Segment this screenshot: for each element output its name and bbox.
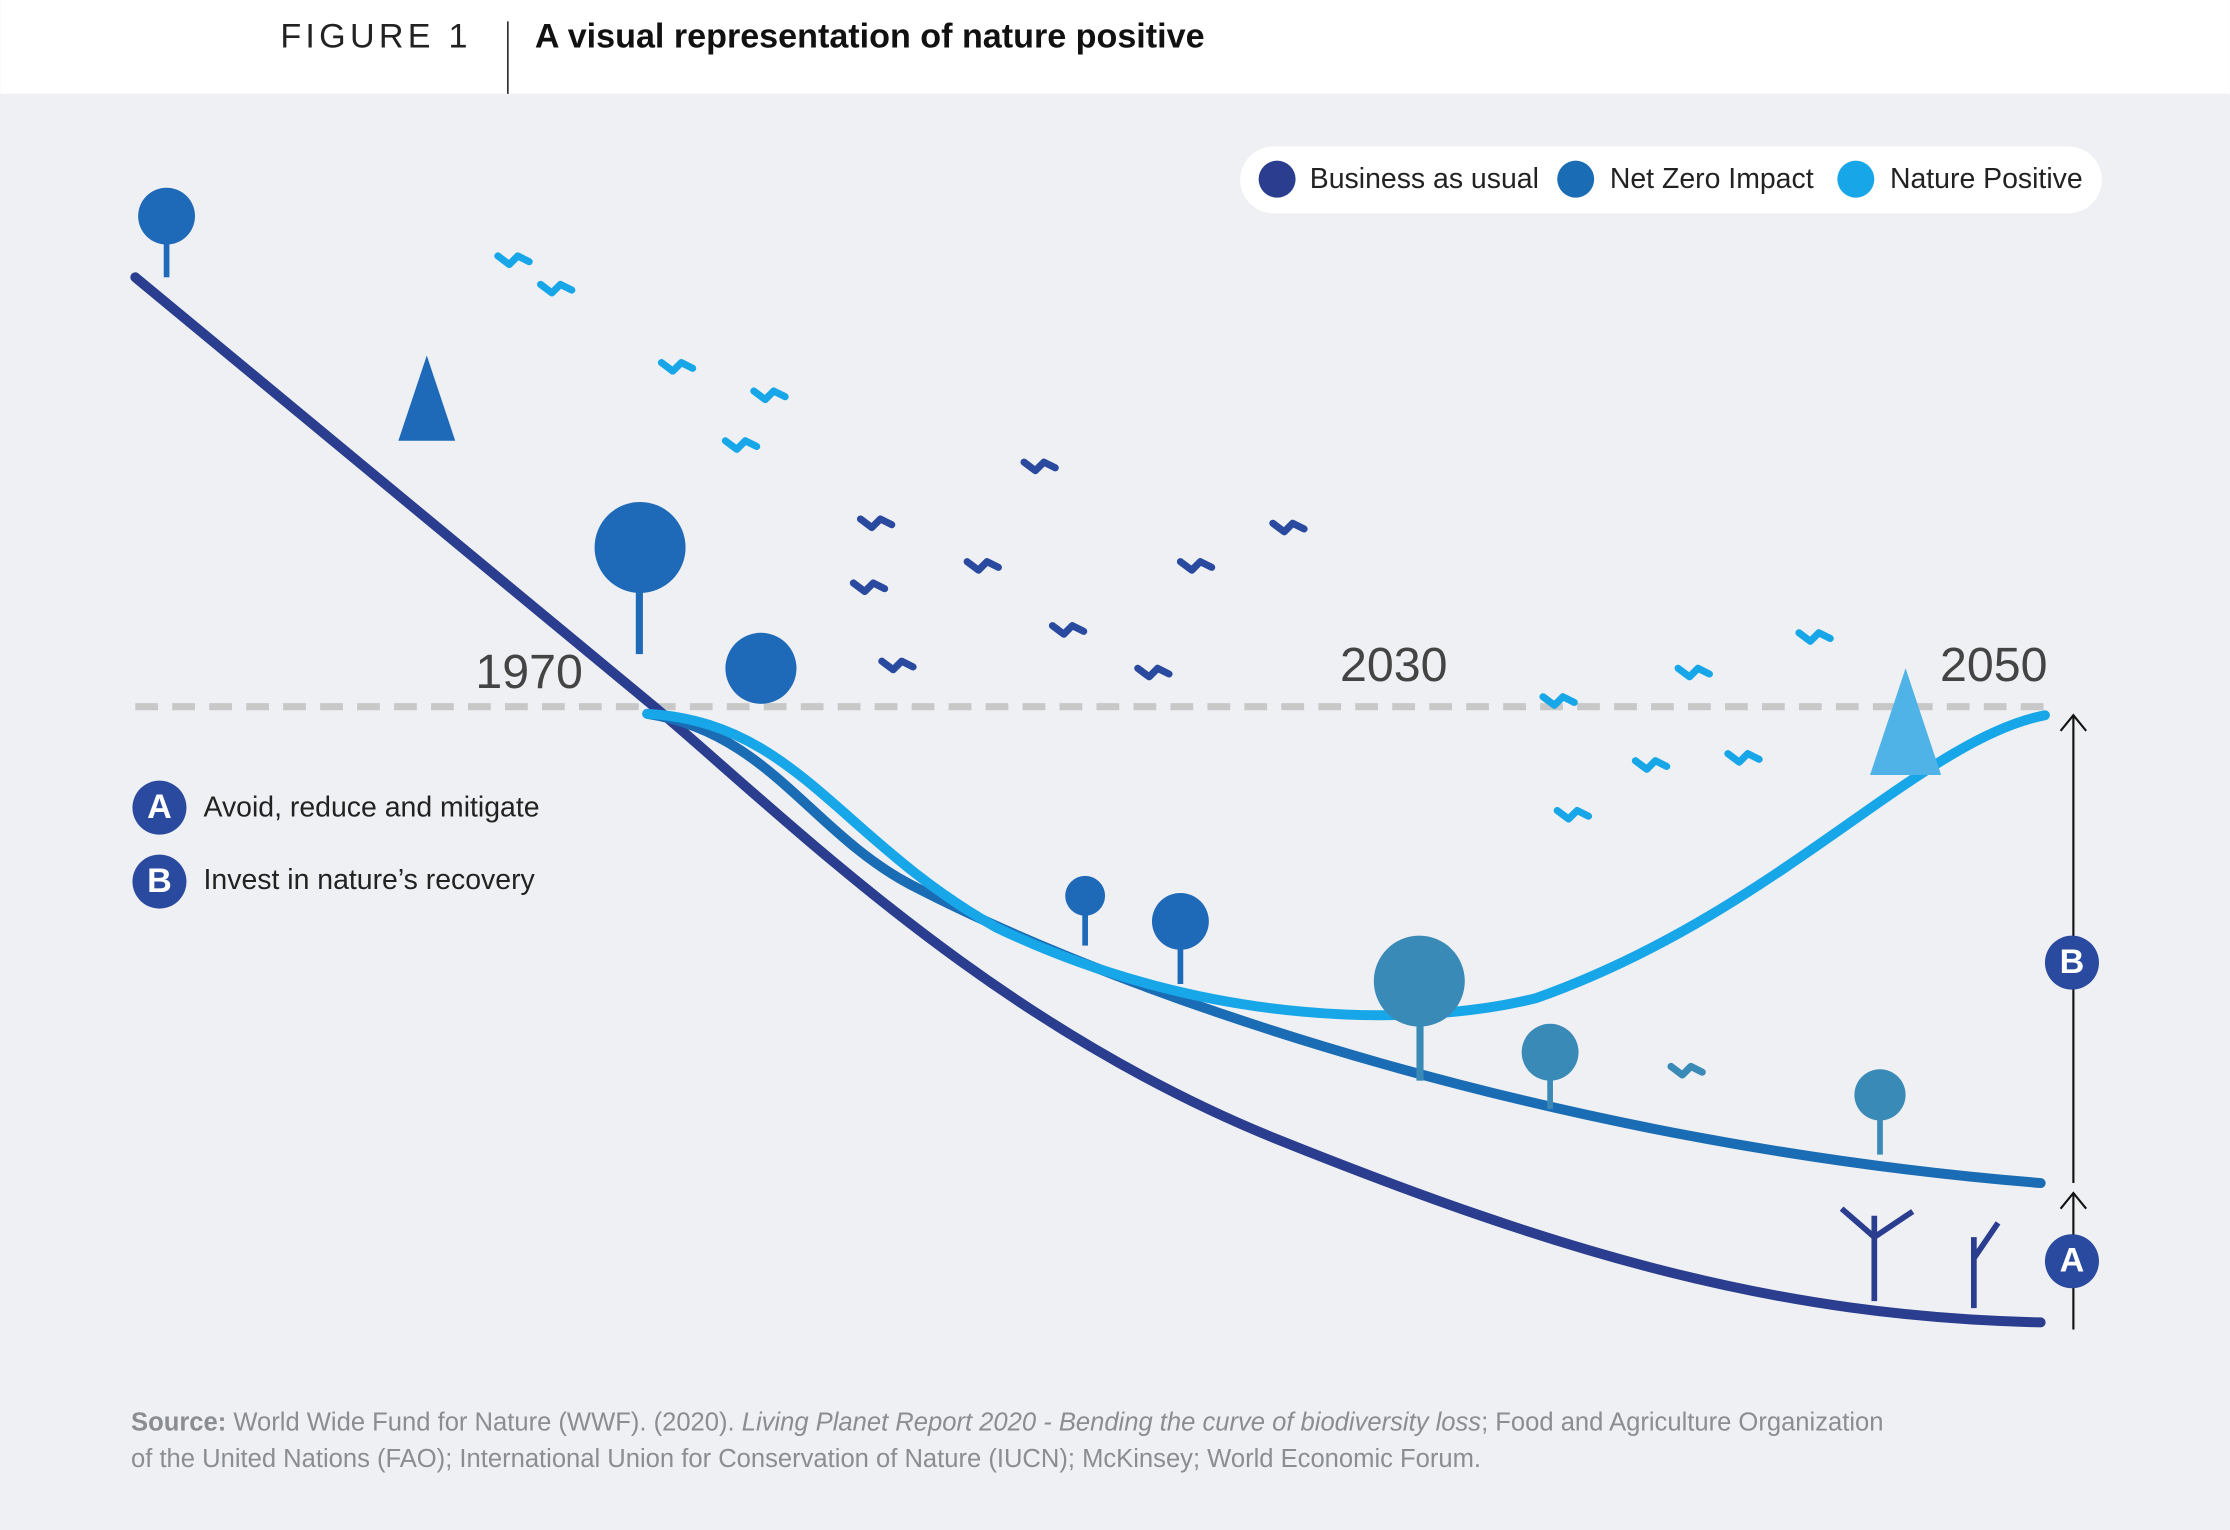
tree <box>138 187 196 245</box>
tree <box>635 568 643 655</box>
source-title: Living Planet Report 2020 - Bending the … <box>742 1408 1482 1436</box>
year-label: 2030 <box>1340 638 1448 692</box>
legend-swatch <box>1837 160 1875 198</box>
marker-badge <box>2044 1234 2099 1289</box>
marker-badge <box>132 854 187 909</box>
marker-letter: A <box>147 788 172 826</box>
marker-badge <box>2044 935 2099 990</box>
tree <box>1870 668 1942 775</box>
tree <box>725 632 797 704</box>
figure-label: FIGURE 1 <box>280 17 471 55</box>
tree <box>1151 892 1209 950</box>
bird <box>1020 458 1059 475</box>
legend-label: Business as usual <box>1310 163 1539 195</box>
tree <box>1521 1023 1579 1081</box>
year-label: 2050 <box>1940 638 2048 692</box>
marker-label: Avoid, reduce and mitigate <box>204 792 540 824</box>
marker-label: Invest in nature’s recovery <box>204 864 536 896</box>
tree <box>1854 1069 1906 1121</box>
legend-swatch <box>1557 160 1595 198</box>
decoration-trees <box>138 187 2001 1309</box>
source-text: ; Food and Agriculture Organization <box>1481 1408 1883 1436</box>
tree <box>398 355 456 441</box>
marker-badge <box>132 780 187 835</box>
tree <box>1547 1066 1553 1110</box>
bird <box>536 280 576 297</box>
arrow-head <box>2059 713 2088 732</box>
bird <box>657 359 697 375</box>
tree <box>163 227 170 278</box>
arrow-head <box>2059 1191 2088 1210</box>
tree <box>1416 1009 1424 1081</box>
marker-letter: B <box>147 862 172 900</box>
tree <box>1373 935 1465 1027</box>
business-as-usual-curve <box>130 272 2046 1328</box>
bird <box>1724 750 1763 766</box>
bird <box>1795 629 1834 645</box>
year-label: 1970 <box>475 645 583 699</box>
bird <box>1048 622 1088 638</box>
marker-letter: A <box>2060 1242 2085 1280</box>
tree <box>1065 875 1106 916</box>
bird <box>1553 806 1593 823</box>
tree <box>1877 1109 1883 1155</box>
bird <box>1176 558 1216 574</box>
bird <box>849 579 889 596</box>
figure-title: A visual representation of nature positi… <box>535 17 1205 55</box>
bird <box>750 387 789 404</box>
legend-swatch <box>1258 160 1296 198</box>
legend-box <box>1240 146 2102 214</box>
nature-positive-curve <box>642 708 2050 1021</box>
bird <box>1539 693 1578 709</box>
decoration-birds <box>494 252 1834 1079</box>
legend-label: Nature Positive <box>1890 163 2083 195</box>
source-line: of the United Nations (FAO); Internation… <box>131 1445 1481 1473</box>
bird <box>1674 664 1713 681</box>
bird <box>721 437 761 453</box>
dead-tree <box>1839 1206 2001 1309</box>
tree <box>594 501 686 593</box>
source-label: Source: <box>131 1408 226 1436</box>
tree <box>1177 938 1184 984</box>
bird <box>1134 664 1173 681</box>
bird <box>1631 757 1671 773</box>
header-band <box>0 0 2230 94</box>
bird <box>1667 1062 1706 1079</box>
bird <box>856 515 896 532</box>
source-line: Source: World Wide Fund for Nature (WWF)… <box>131 1408 1883 1436</box>
bird <box>1269 519 1308 536</box>
tree <box>1082 910 1088 946</box>
marker-letter: B <box>2060 943 2085 981</box>
bird <box>878 657 917 674</box>
legend-label: Net Zero Impact <box>1610 163 1814 195</box>
bird <box>963 558 1002 574</box>
source-text: World Wide Fund for Nature (WWF). (2020)… <box>226 1408 741 1436</box>
bird <box>494 252 533 269</box>
